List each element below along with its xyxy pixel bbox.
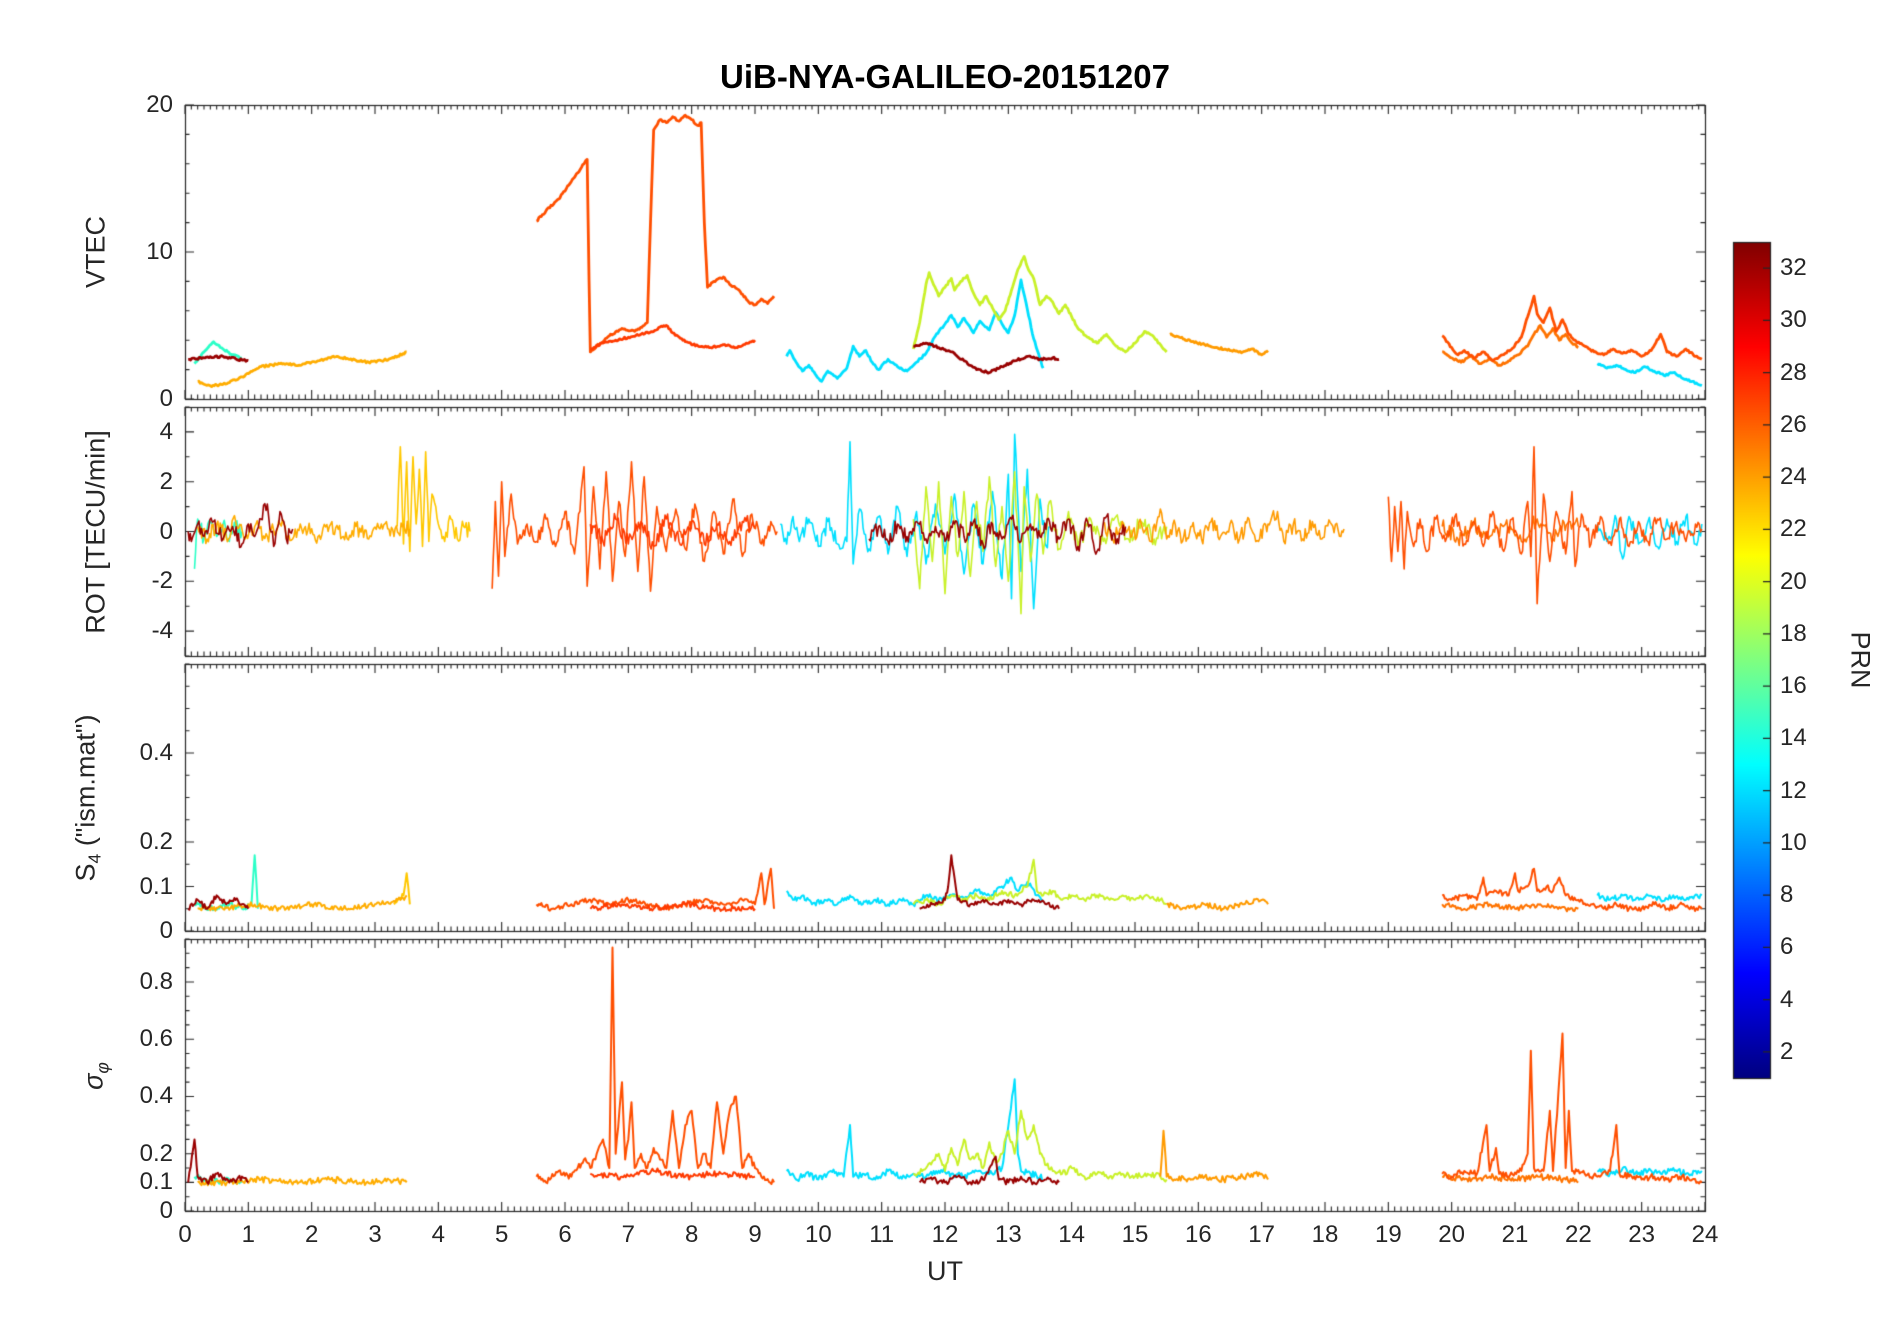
figure: UiB-NYA-GALILEO-20151207 VTEC ROT [TECU/… — [0, 0, 1902, 1330]
chart-canvas — [0, 0, 1902, 1330]
